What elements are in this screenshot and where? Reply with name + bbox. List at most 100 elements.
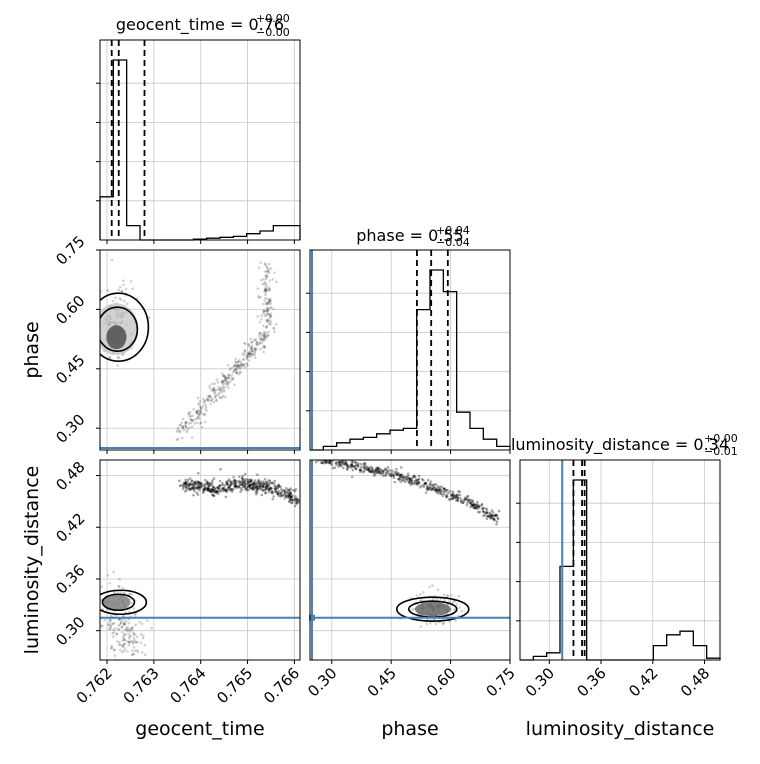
sample-point [434, 483, 438, 486]
sample-point [413, 475, 417, 479]
sample-point [119, 643, 122, 647]
sample-point [202, 400, 205, 404]
sample-point [376, 466, 380, 470]
sample-point [325, 460, 328, 463]
sample-point [397, 471, 400, 475]
sample-point [431, 487, 434, 491]
sample-point [399, 480, 403, 484]
sample-point [178, 484, 182, 488]
sample-point [120, 625, 124, 629]
sample-point [490, 514, 494, 517]
sample-point [338, 461, 342, 464]
sample-point [409, 596, 413, 600]
sample-point [250, 350, 254, 353]
sample-point [260, 341, 264, 345]
sample-point [456, 498, 459, 501]
sample-point [228, 479, 232, 483]
sample-point [372, 469, 376, 473]
sample-point [196, 409, 200, 412]
sample-point [439, 489, 442, 492]
sample-point [260, 484, 263, 488]
sample-point [247, 483, 251, 487]
sample-point [128, 628, 131, 631]
sample-point [247, 351, 251, 355]
sample-point [340, 460, 343, 464]
sample-point [121, 644, 125, 648]
sample-point [228, 487, 231, 490]
sample-point [280, 490, 284, 494]
sample-point [268, 299, 272, 302]
sample-point [476, 500, 479, 504]
sample-point [250, 344, 254, 347]
xlabel-phase: phase [381, 718, 438, 740]
xtick-label-geocent_time: 0.763 [120, 664, 163, 707]
sample-point [243, 348, 247, 352]
sample-point [497, 509, 501, 513]
sample-point [469, 501, 472, 505]
sample-point [253, 485, 257, 489]
sample-point [293, 504, 297, 508]
sample-point [249, 479, 253, 482]
sample-point [130, 626, 134, 629]
sample-point [264, 480, 268, 484]
sample-point [418, 485, 422, 489]
sample-point [237, 364, 241, 367]
sample-point [321, 461, 324, 465]
sample-point [426, 478, 430, 482]
sample-point [130, 628, 134, 631]
sample-point [210, 490, 213, 493]
xtick-label-geocent_time: 0.766 [260, 664, 303, 707]
sample-point [135, 635, 139, 638]
sample-point [216, 393, 220, 397]
sample-point [209, 483, 212, 486]
sample-point [213, 390, 217, 394]
sample-point [450, 494, 454, 498]
sample-point [262, 310, 265, 313]
sample-point [190, 419, 194, 422]
sample-point [232, 475, 235, 479]
sample-point [201, 413, 205, 416]
sample-point [472, 505, 475, 509]
sample-point [101, 607, 105, 611]
sample-point [250, 486, 254, 490]
sample-point [231, 365, 235, 369]
sample-point [252, 483, 256, 487]
sample-point [275, 489, 278, 493]
sample-point [297, 498, 300, 502]
sample-point [472, 503, 475, 507]
sample-point [277, 490, 281, 493]
sample-point [269, 314, 273, 318]
sample-point [264, 289, 267, 292]
sample-point [296, 498, 299, 502]
sample-point [433, 483, 436, 486]
sample-point [259, 482, 262, 485]
sample-point [255, 343, 258, 347]
sample-point [222, 374, 225, 377]
sample-point [445, 494, 449, 498]
sample-point [244, 482, 248, 486]
sample-point [420, 477, 424, 481]
sample-point [241, 481, 245, 484]
sample-point [392, 474, 396, 478]
sample-point [343, 463, 346, 467]
sample-point [325, 460, 329, 464]
sample-point [399, 474, 402, 477]
sample-point [197, 480, 200, 484]
sample-point [474, 506, 478, 509]
sample-point [103, 618, 106, 622]
sample-point [234, 360, 238, 364]
sample-point [243, 485, 247, 489]
sample-point [212, 400, 216, 404]
sample-point [408, 481, 412, 485]
sample-point [429, 480, 433, 484]
sample-point [449, 493, 453, 497]
sample-point [356, 463, 359, 466]
sample-point [216, 486, 220, 489]
sample-point [255, 483, 258, 486]
sample-point [181, 417, 185, 421]
sample-point [224, 495, 228, 499]
sample-point [359, 465, 363, 469]
sample-point [410, 478, 414, 481]
sample-point [455, 493, 459, 497]
sample-point [264, 488, 268, 491]
